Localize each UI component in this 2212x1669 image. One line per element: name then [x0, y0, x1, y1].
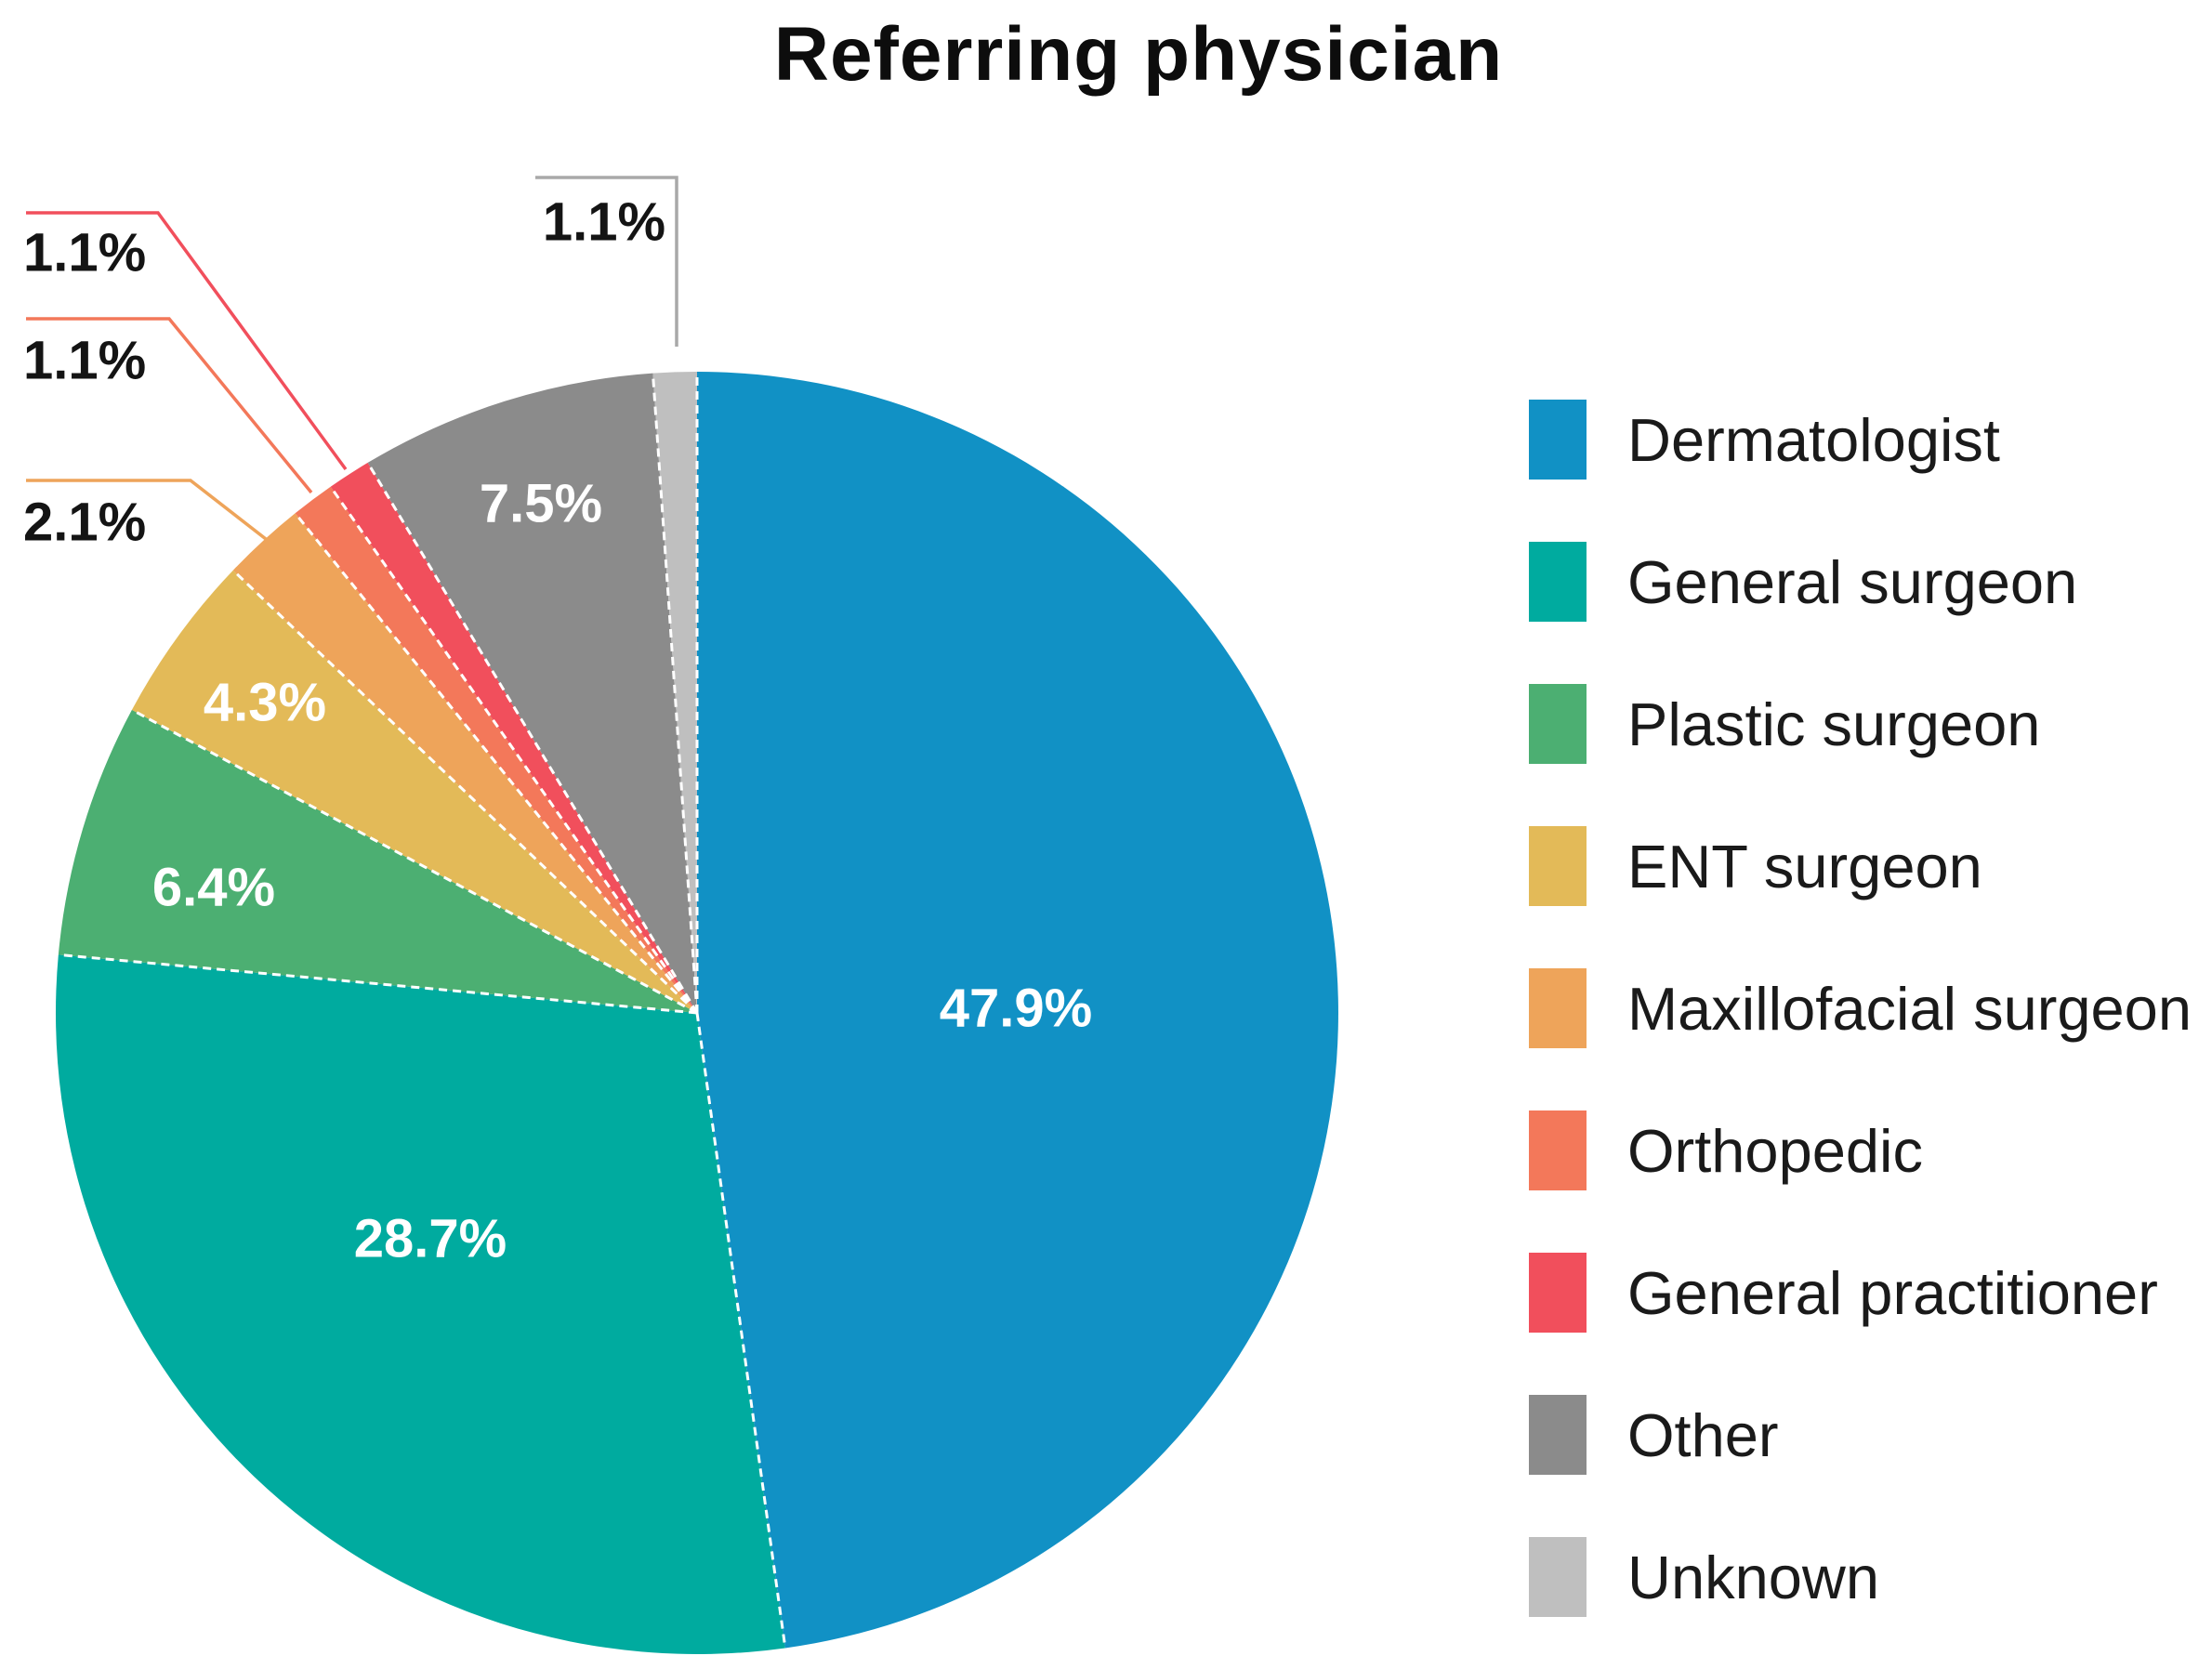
- slice-label-general-surgeon: 28.7%: [354, 1209, 507, 1269]
- slice-separator: [294, 512, 699, 1014]
- slice-separator: [131, 708, 698, 1015]
- chart-title: Referring physician: [773, 12, 1504, 97]
- slice-label-dermatologist: 47.9%: [940, 979, 1092, 1039]
- callout-label-general-practitioner: 1.1%: [23, 223, 146, 283]
- callout-label-orthopedic: 1.1%: [23, 331, 146, 391]
- leader-line-unknown: [535, 176, 678, 347]
- callout-label-maxillofacial-surgeon: 2.1%: [23, 493, 146, 553]
- pie-slice-orthopedic: [295, 486, 697, 1013]
- slice-separator: [58, 953, 698, 1015]
- pie-slice-plastic-surgeon: [58, 709, 698, 1013]
- slice-separator: [231, 569, 699, 1015]
- pie-slice-general-practitioner: [330, 462, 697, 1013]
- slice-label-other: 7.5%: [480, 474, 602, 534]
- leader-line-general-practitioner: [26, 211, 348, 471]
- leader-line-orthopedic: [26, 317, 313, 494]
- pie-slice-general-surgeon: [56, 954, 785, 1654]
- pie-slice-maxillofacial-surgeon: [232, 513, 697, 1013]
- slice-separator: [366, 462, 699, 1014]
- slice-label-ent-surgeon: 4.3%: [204, 673, 326, 733]
- slice-label-plastic-surgeon: 6.4%: [152, 858, 275, 918]
- pie-slice-ent-surgeon: [131, 570, 698, 1013]
- slice-separator: [651, 373, 699, 1014]
- callout-label-unknown: 1.1%: [543, 192, 665, 253]
- leader-line-maxillofacial-surgeon: [26, 479, 268, 541]
- pie-slice-other: [367, 373, 697, 1013]
- slice-separator: [329, 485, 699, 1014]
- pie-slice-dermatologist: [697, 372, 1338, 1649]
- slice-separator: [695, 1012, 787, 1649]
